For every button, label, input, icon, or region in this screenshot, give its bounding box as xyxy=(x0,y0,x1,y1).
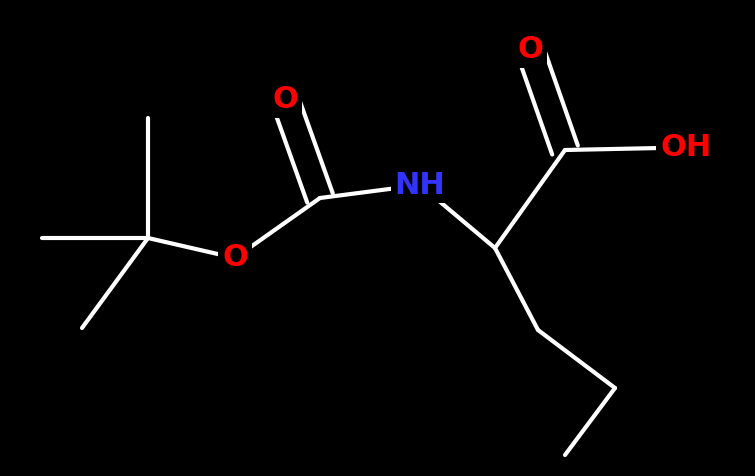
Text: O: O xyxy=(222,244,248,272)
Text: O: O xyxy=(272,86,298,115)
Text: OH: OH xyxy=(660,133,711,162)
Text: O: O xyxy=(517,36,543,65)
Text: NH: NH xyxy=(395,170,445,199)
